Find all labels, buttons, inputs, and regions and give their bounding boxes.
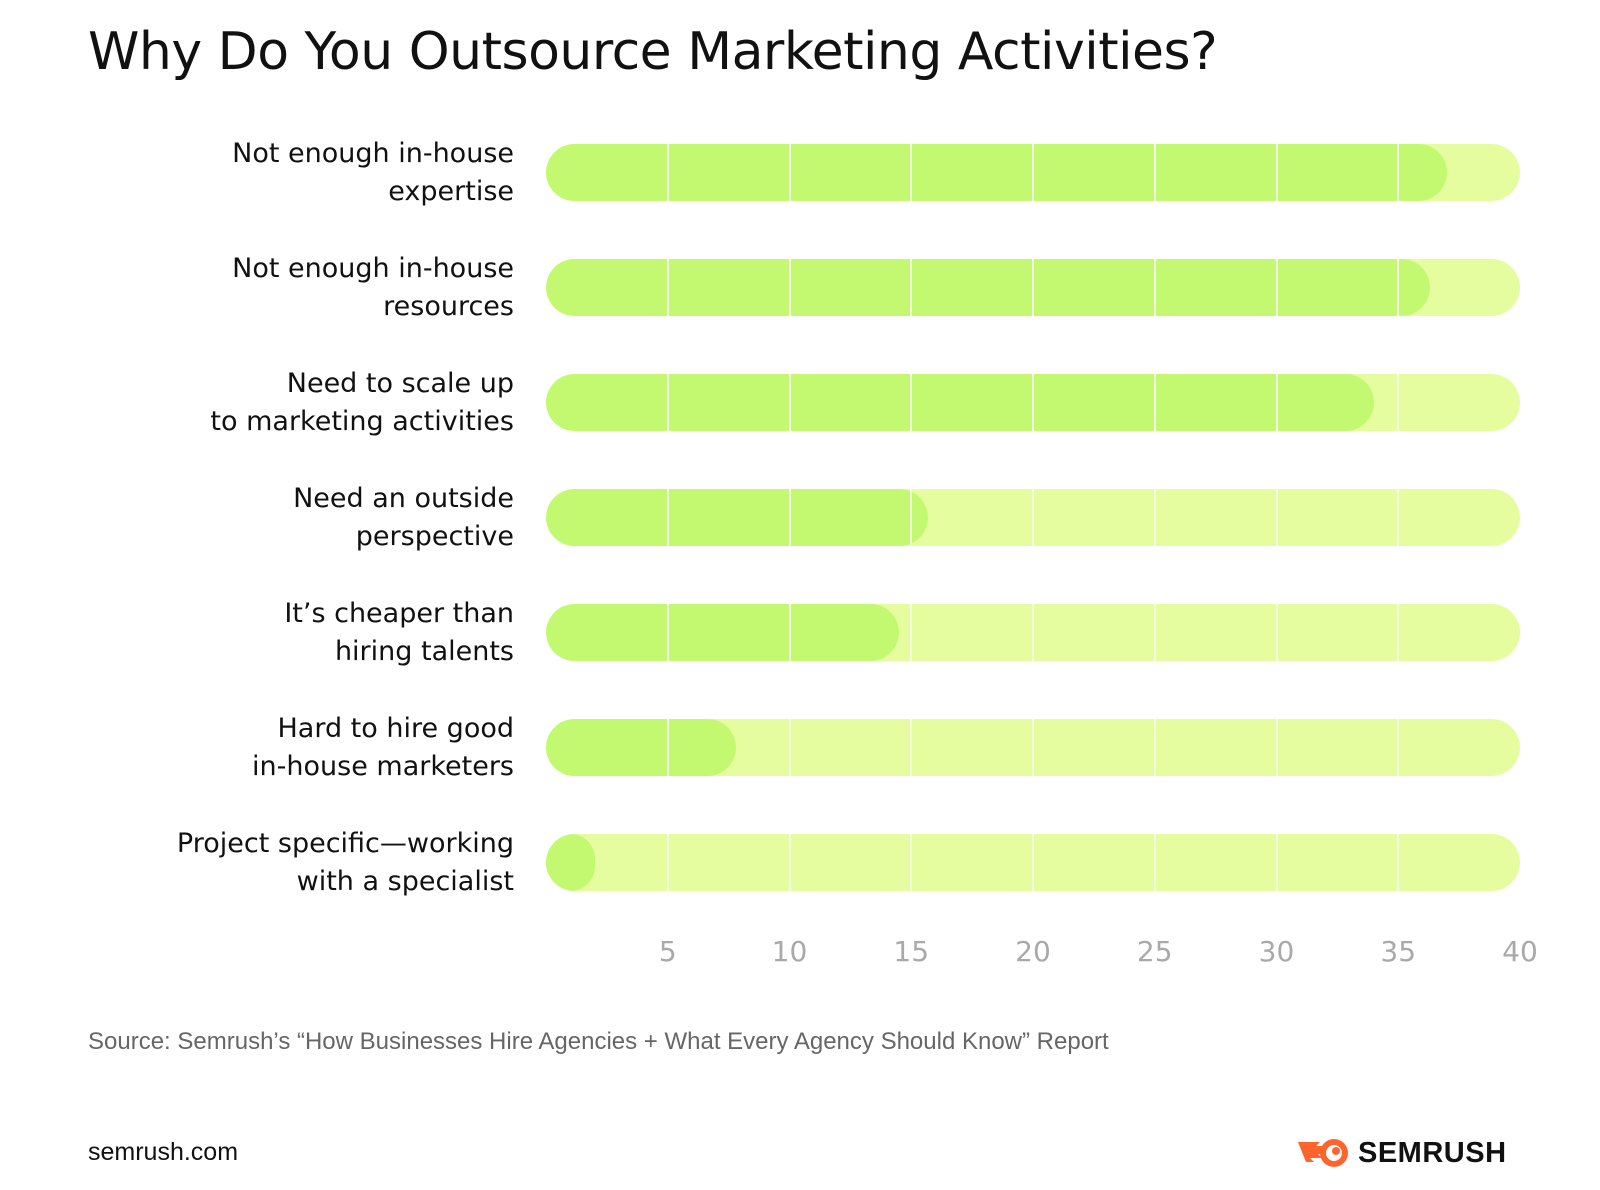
gridline (1153, 259, 1156, 316)
logo-text: SEMRUSH (1358, 1136, 1507, 1169)
x-tick-label: 40 (1502, 935, 1538, 968)
x-tick-label: 20 (1015, 935, 1051, 968)
gridline (1153, 374, 1156, 431)
bar-track (546, 144, 1520, 201)
gridline (1032, 259, 1034, 316)
gridline (910, 834, 913, 891)
gridline (788, 604, 791, 661)
bar (546, 259, 1430, 316)
bar-track (546, 834, 1520, 891)
gridline (910, 719, 913, 776)
gridline (1032, 834, 1034, 891)
gridline (910, 374, 913, 431)
gridline (1397, 604, 1400, 661)
gridline (1032, 719, 1034, 776)
source-note: Source: Semrush’s “How Businesses Hire A… (88, 1028, 1109, 1055)
bar (546, 719, 736, 776)
gridline (1275, 834, 1278, 891)
bar (546, 604, 900, 661)
x-tick-label: 15 (893, 935, 930, 968)
category-label: Not enough in-house expertise (232, 138, 514, 207)
category-label: Need to scale up to marketing activities (210, 368, 514, 437)
gridline (1275, 144, 1278, 201)
category-label: Hard to hire good in-house marketers (252, 713, 514, 782)
gridline (1275, 489, 1278, 546)
gridline (666, 144, 669, 201)
bar (546, 374, 1374, 431)
bar-track (546, 719, 1520, 776)
gridline (910, 604, 913, 661)
gridline (1275, 719, 1278, 776)
gridline (1397, 374, 1400, 431)
gridline (788, 144, 791, 201)
bar-track (546, 259, 1520, 316)
gridline (1032, 374, 1034, 431)
x-tick-label: 5 (658, 935, 677, 968)
gridline (1397, 259, 1400, 316)
category-label: Project specific—working with a speciali… (176, 828, 514, 897)
gridline (788, 489, 791, 546)
gridline (788, 374, 791, 431)
gridline (910, 259, 913, 316)
gridline (1153, 719, 1156, 776)
gridline (910, 489, 913, 546)
gridline (788, 834, 791, 891)
x-tick-label: 10 (771, 935, 808, 968)
chart-title: Why Do You Outsource Marketing Activitie… (88, 22, 1218, 82)
gridline (1275, 604, 1278, 661)
gridline (666, 604, 669, 661)
site-link[interactable]: semrush.com (88, 1138, 239, 1166)
category-label: It’s cheaper than hiring talents (284, 598, 514, 667)
semrush-flame-icon (1298, 1139, 1348, 1167)
gridline (1397, 719, 1400, 776)
x-tick-label: 35 (1380, 935, 1417, 968)
gridline (788, 719, 791, 776)
gridline (666, 834, 669, 891)
gridline (1153, 834, 1156, 891)
gridline (1153, 604, 1156, 661)
bar (546, 489, 929, 546)
gridline (1153, 144, 1156, 201)
bar (546, 834, 595, 891)
gridline (1397, 489, 1400, 546)
bar-track (546, 489, 1520, 546)
gridline (1032, 489, 1034, 546)
gridline (666, 259, 669, 316)
category-label: Need an outside perspective (293, 483, 514, 552)
x-tick-label: 25 (1136, 935, 1173, 968)
bar (546, 144, 1447, 201)
gridline (1153, 489, 1156, 546)
gridline (1032, 604, 1034, 661)
gridline (1397, 144, 1400, 201)
gridline (788, 259, 791, 316)
gridline (666, 719, 669, 776)
x-tick-label: 30 (1258, 935, 1295, 968)
gridline (1275, 374, 1278, 431)
category-label: Not enough in-house resources (232, 253, 514, 322)
bar-track (546, 604, 1520, 661)
gridline (1275, 259, 1278, 316)
gridline (1397, 834, 1400, 891)
bar-track (546, 374, 1520, 431)
gridline (910, 144, 913, 201)
gridline (1032, 144, 1034, 201)
gridline (666, 489, 669, 546)
gridline (666, 374, 669, 431)
semrush-logo: SEMRUSH (1296, 1136, 1507, 1170)
